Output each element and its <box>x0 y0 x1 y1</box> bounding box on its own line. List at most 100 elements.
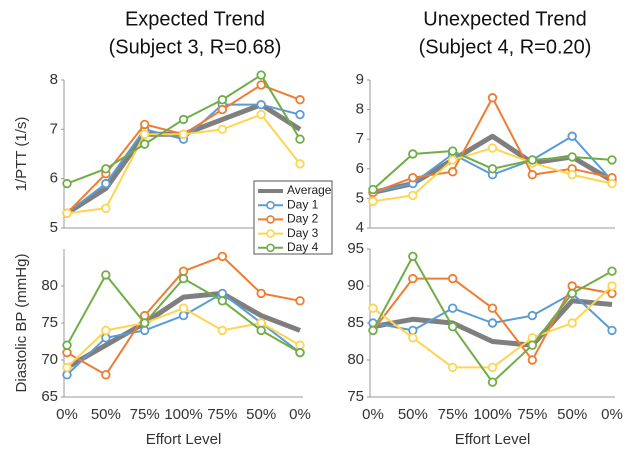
y-tick-label: 6 <box>356 160 364 177</box>
point <box>567 131 577 141</box>
legend-marker <box>266 200 275 210</box>
point <box>256 99 266 110</box>
x-tick-label: 50% <box>246 406 276 423</box>
point <box>178 303 189 313</box>
point <box>62 340 72 350</box>
point <box>217 288 228 299</box>
point <box>368 303 378 313</box>
y-tick-label: 6 <box>50 170 58 187</box>
x-tick-label: 75% <box>130 406 160 423</box>
x-tick-label: 0% <box>289 406 311 423</box>
point <box>256 288 266 299</box>
point <box>295 134 305 144</box>
point <box>527 170 538 180</box>
point <box>217 251 228 262</box>
chart-subtitle: (Subject 3, R=0.68) <box>109 36 282 58</box>
point <box>368 184 378 195</box>
legend-label: Day 2 <box>287 212 319 226</box>
point <box>567 170 577 180</box>
point <box>178 129 189 139</box>
x-tick-label: 50% <box>557 406 587 423</box>
x-tick-label: 50% <box>398 406 428 423</box>
point <box>527 155 538 165</box>
point <box>101 325 111 336</box>
y-axis-label: 1/PTT (1/s) <box>13 117 30 192</box>
point <box>256 109 266 120</box>
x-tick-label: 75% <box>438 406 468 423</box>
point <box>217 296 228 306</box>
point <box>101 203 111 213</box>
point <box>217 325 228 336</box>
point <box>527 340 538 350</box>
chart-title: Expected Trend <box>125 8 265 30</box>
point <box>368 196 378 207</box>
y-tick-label: 8 <box>356 101 364 118</box>
point <box>62 208 72 218</box>
point <box>62 370 72 380</box>
x-axis-label: Effort Level <box>146 431 222 448</box>
point <box>295 159 305 169</box>
point <box>139 119 150 130</box>
point <box>101 270 111 280</box>
point <box>567 281 577 291</box>
point <box>447 146 458 156</box>
y-tick-label: 75 <box>347 388 364 405</box>
point <box>295 347 305 358</box>
point <box>487 164 498 174</box>
point <box>101 370 111 380</box>
x-tick-label: 75% <box>517 406 547 423</box>
point <box>408 325 418 336</box>
y-tick-label: 90 <box>347 277 364 294</box>
point <box>607 266 617 276</box>
legend-label: Day 3 <box>287 226 319 240</box>
y-tick-label: 7 <box>50 120 58 137</box>
point <box>256 80 266 90</box>
average-line <box>65 290 301 370</box>
point <box>527 310 538 321</box>
point <box>408 190 418 201</box>
point <box>607 155 617 165</box>
y-tick-label: 85 <box>347 314 364 331</box>
point <box>178 114 189 125</box>
point <box>487 143 498 153</box>
y-tick-label: 95 <box>347 240 364 257</box>
chart-title: Unexpected Trend <box>423 8 586 30</box>
point <box>447 303 458 313</box>
point <box>368 325 378 336</box>
point <box>62 347 72 358</box>
point <box>62 178 72 189</box>
point <box>447 155 458 165</box>
point <box>527 355 538 365</box>
point <box>487 303 498 313</box>
point <box>607 281 617 291</box>
point <box>256 70 266 80</box>
point <box>408 333 418 343</box>
point <box>295 95 305 105</box>
y-tick-label: 80 <box>41 277 58 294</box>
chart-subtitle: (Subject 4, R=0.20) <box>419 36 592 58</box>
point <box>408 251 418 262</box>
point <box>101 178 111 189</box>
point <box>295 340 305 350</box>
point <box>607 325 617 336</box>
point <box>408 172 418 183</box>
point <box>139 129 150 139</box>
point <box>178 273 189 284</box>
point <box>447 167 458 177</box>
point <box>487 377 498 387</box>
y-tick-label: 65 <box>41 388 58 405</box>
point <box>217 95 228 105</box>
point <box>178 266 189 276</box>
y-axis-label: Diastolic BP (mmHg) <box>13 254 30 393</box>
y-tick-label: 70 <box>41 351 58 368</box>
point <box>139 318 150 328</box>
point <box>217 104 228 115</box>
legend-label: Day 1 <box>287 197 319 211</box>
point <box>178 310 189 321</box>
point <box>487 362 498 373</box>
point <box>447 322 458 332</box>
point <box>408 149 418 159</box>
point <box>447 273 458 284</box>
